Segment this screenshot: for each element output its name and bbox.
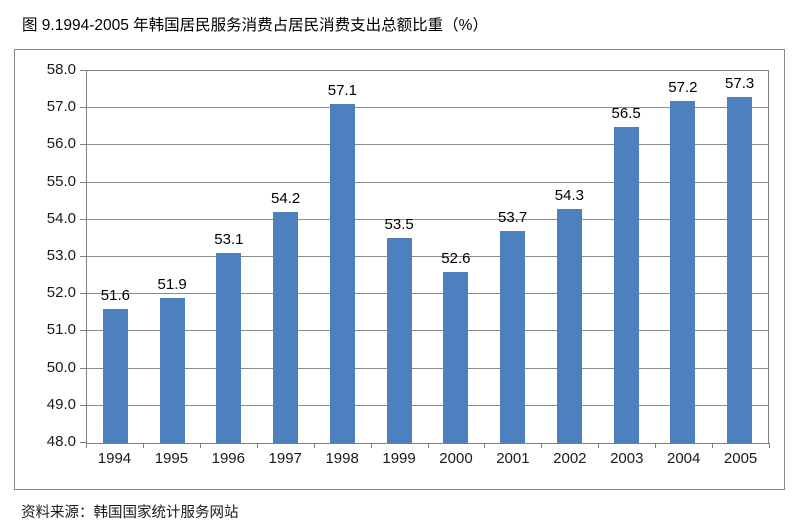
- x-tick-label: 2000: [439, 450, 473, 467]
- bar-value-label: 53.7: [498, 208, 528, 226]
- x-tick-label: 2005: [723, 450, 758, 467]
- y-axis-tick: [80, 330, 86, 332]
- y-axis-tick: [80, 256, 86, 257]
- source-note: 资料来源：韩国国家统计服务网站: [21, 505, 239, 521]
- y-tick-label: 55.0: [46, 172, 76, 190]
- x-axis-tick: [199, 443, 201, 448]
- bar-slot: 53.7: [484, 71, 541, 443]
- figure-title: 图 9.1994-2005 年韩国居民服务消费占居民消费支出总额比重（%）: [22, 17, 488, 34]
- bar-2001: [500, 230, 526, 443]
- gridline: [87, 218, 768, 220]
- bar-1995: [159, 297, 185, 443]
- bar-slot: 57.3: [711, 71, 768, 443]
- y-tick-label: 52.0: [46, 284, 76, 302]
- bar-2005: [727, 97, 753, 443]
- x-axis-tick: [484, 443, 486, 448]
- bar-value-label: 54.2: [271, 190, 301, 208]
- bar-value-label: 52.6: [441, 249, 471, 267]
- x-tick-label: 2002: [553, 450, 587, 467]
- y-tick-label: 54.0: [46, 209, 76, 227]
- x-axis-tick: [598, 443, 600, 448]
- bar-value-label: 53.1: [214, 231, 244, 249]
- bar-value-label: 54.3: [554, 186, 584, 204]
- gridline: [87, 256, 768, 257]
- x-axis-labels: 1994 1995 1996 1997 1998 1999 2000 2001 2002 2003…: [86, 450, 769, 470]
- x-axis-tick: [655, 443, 657, 448]
- y-tick-label: 57.0: [46, 98, 76, 116]
- y-tick-label: 48.0: [46, 433, 76, 450]
- bar-1999: [386, 238, 412, 443]
- x-tick-label: 2003: [610, 450, 644, 467]
- bar-slot: 57.1: [314, 71, 371, 443]
- y-axis-tick: [80, 181, 86, 183]
- y-axis-tick: [80, 218, 86, 220]
- x-tick-label: 1998: [325, 450, 359, 467]
- bar-2000: [443, 271, 469, 443]
- bar-2003: [613, 126, 639, 443]
- x-axis-tick: [313, 443, 315, 448]
- y-tick-label: 56.0: [46, 135, 76, 153]
- y-axis-tick: [80, 367, 86, 369]
- x-axis-tick: [712, 443, 714, 448]
- bar-value-label: 57.3: [725, 75, 755, 93]
- x-axis-tick: [427, 443, 429, 448]
- y-axis-tick: [80, 442, 86, 443]
- gridline: [87, 181, 768, 183]
- x-tick-label: 1997: [268, 450, 302, 467]
- bar-value-label: 51.9: [157, 275, 187, 293]
- x-tick-label: 2004: [666, 450, 701, 467]
- bar-slot: 54.2: [257, 71, 314, 443]
- gridline: [87, 107, 768, 109]
- y-tick-label: 51.0: [46, 321, 76, 339]
- x-tick-label: 2001: [496, 450, 530, 467]
- bar-2004: [670, 100, 696, 443]
- y-tick-label: 50.0: [46, 358, 76, 376]
- gridline: [87, 404, 768, 406]
- x-tick-label: 1995: [154, 450, 189, 467]
- bar-1996: [216, 253, 242, 443]
- y-axis-tick: [80, 404, 86, 406]
- x-axis-tick: [142, 443, 144, 448]
- bar-value-label: 56.5: [611, 104, 641, 122]
- plot-area: 51.6 51.9 53.1 54.2 57.1 53.5 52.6 53.7 54.3 56.5…: [86, 70, 769, 444]
- y-tick-label: 58.0: [46, 61, 76, 78]
- bar-slot: 52.6: [428, 71, 485, 443]
- bar-value-label: 53.5: [384, 216, 414, 234]
- y-axis-tick: [80, 70, 86, 71]
- y-tick-label: 53.0: [46, 247, 76, 264]
- x-tick-label: 1994: [97, 450, 132, 467]
- chart-container: 51.6 51.9 53.1 54.2 57.1 53.5 52.6 53.7 54.3 56.5…: [14, 49, 785, 490]
- gridline: [87, 330, 768, 332]
- gridline: [87, 367, 768, 369]
- bar-slot: 53.1: [201, 71, 258, 443]
- bar-1994: [102, 309, 128, 443]
- bar-1997: [273, 212, 299, 443]
- bar-slot: 54.3: [541, 71, 598, 443]
- bar-1998: [329, 104, 355, 443]
- y-axis-tick: [80, 144, 86, 146]
- bar-slot: 53.5: [371, 71, 428, 443]
- x-axis-tick: [769, 443, 770, 448]
- bar-slot: 56.5: [598, 71, 655, 443]
- x-tick-label: 1996: [211, 450, 245, 467]
- x-axis-tick: [370, 443, 372, 448]
- bar-slot: 51.6: [87, 71, 144, 443]
- x-axis-tick: [256, 443, 258, 448]
- bar-slot: 51.9: [144, 71, 201, 443]
- gridline: [87, 293, 768, 295]
- y-tick-label: 49.0: [46, 395, 76, 413]
- bar-value-label: 57.2: [668, 78, 698, 96]
- y-axis-tick: [80, 107, 86, 109]
- bar-2002: [556, 208, 582, 443]
- gridline: [87, 144, 768, 146]
- bar-value-label: 57.1: [327, 82, 357, 100]
- x-axis-tick: [541, 443, 543, 448]
- bar-value-label: 51.6: [100, 287, 130, 305]
- y-axis-tick: [80, 293, 86, 295]
- x-axis-tick: [86, 443, 87, 448]
- x-tick-label: 1999: [382, 450, 416, 467]
- bar-slot: 57.2: [655, 71, 712, 443]
